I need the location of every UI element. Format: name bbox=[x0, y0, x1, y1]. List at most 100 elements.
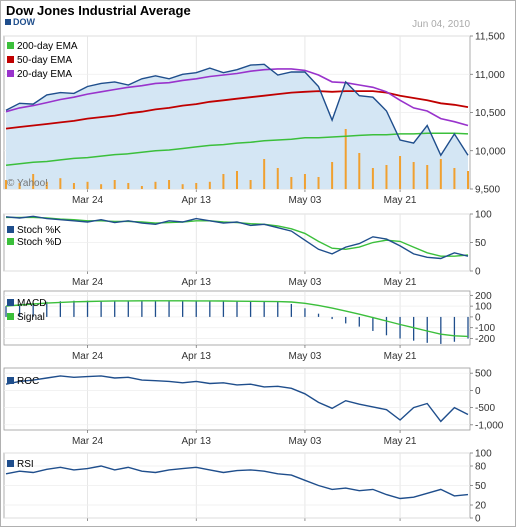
volume-bar bbox=[100, 184, 103, 189]
volume-bar bbox=[72, 183, 75, 189]
stoch-d-legend-label: Stoch %D bbox=[17, 237, 61, 248]
rsi-ytick-label: 80 bbox=[475, 462, 487, 473]
volume-bar bbox=[5, 180, 7, 189]
chart-date: Jun 04, 2010 bbox=[412, 19, 470, 30]
rsi-ytick-label: 100 bbox=[475, 449, 492, 460]
macd-xtick-label: Mar 24 bbox=[72, 351, 104, 362]
ema20-legend-swatch bbox=[7, 70, 14, 77]
price-ytick-label: 9,500 bbox=[475, 185, 500, 196]
volume-bar bbox=[168, 180, 171, 189]
roc-xtick-label: May 21 bbox=[384, 436, 417, 447]
volume-bar bbox=[59, 178, 62, 189]
macd-xtick-label: May 03 bbox=[289, 351, 322, 362]
stoch-k-line bbox=[5, 215, 469, 260]
volume-bar bbox=[303, 174, 306, 189]
volume-bar bbox=[344, 129, 347, 189]
dow-legend-label: DOW bbox=[13, 17, 36, 27]
ema20-line bbox=[5, 68, 469, 127]
roc-line bbox=[5, 375, 469, 423]
volume-bar bbox=[317, 177, 320, 189]
macd-ytick-label: 100 bbox=[475, 302, 492, 313]
volume-bar bbox=[181, 184, 184, 189]
volume-bar bbox=[208, 181, 211, 189]
ema50-legend-swatch bbox=[7, 56, 14, 63]
stoch-k-legend-label: Stoch %K bbox=[17, 225, 61, 236]
chart-title: Dow Jones Industrial Average bbox=[6, 3, 191, 18]
macd-ytick-label: -100 bbox=[475, 323, 495, 334]
macd-ytick-label: 0 bbox=[475, 312, 481, 323]
stoch-ytick-label: 100 bbox=[475, 210, 492, 221]
roc-legend-label: ROC bbox=[17, 376, 39, 387]
price-ytick-label: 11,000 bbox=[475, 70, 505, 81]
volume-bar bbox=[113, 180, 116, 189]
stoch-ytick-label: 0 bbox=[475, 267, 481, 278]
rsi-legend-label: RSI bbox=[17, 459, 34, 470]
stoch-ytick-label: 50 bbox=[475, 238, 487, 249]
dow-legend-swatch bbox=[5, 19, 11, 25]
volume-bar bbox=[290, 177, 293, 189]
volume-bar bbox=[358, 153, 361, 189]
stoch-xtick-label: May 21 bbox=[384, 277, 417, 288]
volume-bar bbox=[371, 168, 374, 189]
price-ytick-label: 11,500 bbox=[475, 32, 505, 43]
rsi-panel: 100 80 50 20 0 RSI bbox=[3, 449, 492, 525]
volume-bar bbox=[45, 181, 48, 189]
roc-ytick-label: -500 bbox=[475, 403, 495, 414]
stoch-xtick-label: Apr 13 bbox=[182, 277, 212, 288]
dow-area bbox=[6, 64, 468, 189]
stochastic-panel: Mar 24 Apr 13 May 03 May 21 100 50 0 Stoch %KSt… bbox=[3, 210, 492, 288]
volume-bar bbox=[236, 171, 238, 189]
volume-bar bbox=[263, 159, 266, 189]
rsi-ytick-label: 0 bbox=[475, 514, 481, 525]
stoch-xtick-label: May 03 bbox=[289, 277, 322, 288]
volume-bar bbox=[127, 183, 130, 189]
volume-bar bbox=[249, 180, 252, 189]
macd-legend-swatch bbox=[7, 299, 14, 306]
roc-xtick-label: Apr 13 bbox=[182, 436, 212, 447]
dow-line bbox=[5, 63, 469, 157]
ema20-legend-label: 20-day EMA bbox=[17, 69, 72, 80]
macd-plot-border bbox=[3, 290, 471, 346]
stoch-d-legend-swatch bbox=[7, 238, 14, 245]
macd-xtick-label: Apr 13 bbox=[182, 351, 212, 362]
stoch-k-legend-swatch bbox=[7, 226, 14, 233]
price-ytick-label: 10,500 bbox=[475, 108, 506, 119]
volume-bar bbox=[399, 156, 402, 189]
macd-ytick-label: 200 bbox=[475, 291, 492, 302]
volume-bar bbox=[154, 181, 157, 189]
volume-bar bbox=[412, 162, 415, 189]
volume-bar bbox=[195, 183, 198, 189]
volume-bar bbox=[331, 162, 334, 189]
price-ytick-label: 10,000 bbox=[475, 146, 506, 157]
price-xtick-label: May 21 bbox=[384, 195, 417, 206]
rsi-legend-swatch bbox=[7, 460, 14, 467]
stoch-xtick-label: Mar 24 bbox=[72, 277, 104, 288]
watermark: © Yahoo! bbox=[7, 178, 48, 189]
ema200-line bbox=[5, 132, 469, 167]
volume-bar bbox=[453, 168, 456, 189]
rsi-ytick-label: 20 bbox=[475, 501, 487, 512]
signal-legend-swatch bbox=[7, 313, 14, 320]
ema200-legend-label: 200-day EMA bbox=[17, 41, 78, 52]
price-xtick-label: Mar 24 bbox=[72, 195, 104, 206]
volume-bar bbox=[32, 174, 35, 189]
volume-bar bbox=[385, 165, 388, 189]
macd-ytick-label: -200 bbox=[475, 334, 495, 345]
signal-line bbox=[5, 300, 469, 338]
volume-bar bbox=[18, 183, 21, 189]
volume-bar bbox=[86, 181, 89, 189]
signal-legend-label: Signal bbox=[17, 312, 45, 323]
ema50-line bbox=[5, 90, 469, 130]
price-xtick-label: May 03 bbox=[289, 195, 322, 206]
price-xtick-label: Apr 13 bbox=[182, 195, 212, 206]
roc-panel: Mar 24 Apr 13 May 03 May 21 500 0 -500 -1,000 RO… bbox=[3, 367, 504, 447]
volume-bar bbox=[276, 168, 279, 189]
volume-bar bbox=[439, 159, 442, 189]
roc-plot-border bbox=[3, 367, 471, 431]
roc-xtick-label: May 03 bbox=[289, 436, 322, 447]
volume-bar bbox=[140, 186, 143, 189]
rsi-line bbox=[5, 465, 469, 500]
ema50-legend-label: 50-day EMA bbox=[17, 55, 72, 66]
